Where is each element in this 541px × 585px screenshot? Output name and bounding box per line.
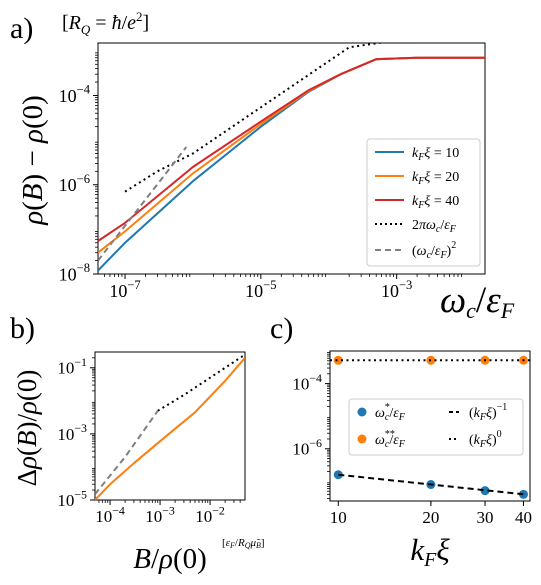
legend-label-kf20: kFξ = 20 [412,170,459,187]
data-point [480,486,490,496]
panel-b-xunit: [εF/RQμ̃B] [222,537,265,550]
x-tick-label: 20 [422,508,439,527]
legend-label-quadratic: (ωc/εF)2 [412,240,456,261]
panel-c-xlabel: kFξ [410,532,450,571]
y-tick-label: 10−4 [292,371,322,394]
panel-b-xlabel: B/ρ(0) [133,543,207,575]
y-tick-label: 10−3 [57,421,87,444]
x-tick-label: 10 [330,508,347,527]
legend-label-linear: 2πωc/εF [412,218,457,235]
x-tick-label: 10−7 [109,278,140,301]
panel-a: a) [RQ = ħ/e2] 10−7 10−5 10−310−810−610−4 … [10,9,515,323]
series-line [98,146,188,262]
panel-a-frame [97,42,486,275]
legend-label-wc-star: ω* c/εF [375,402,406,423]
panel-c-series [330,355,530,499]
panel-c-legend: ω* c/εF ω** c/εF (kFξ)−1 (kFξ)0 [348,398,524,456]
series-line [338,473,524,496]
legend-marker-wc-star [357,407,367,417]
panel-a-series [98,43,485,272]
x-tick-label: 30 [477,508,494,527]
y-tick-label: 10−4 [59,83,91,106]
legend-marker-wc-dstar [357,434,367,444]
panel-c: c) 10 20 30 40 10−6 10−4 kFξ ω* c/εF ω** c/εF (… [270,312,532,571]
x-tick-label: 10−5 [245,278,276,301]
x-tick-label: 40 [515,508,532,527]
legend-label-constant: (kFξ)0 [469,429,502,450]
y-tick-label: 10−6 [292,436,322,459]
series-line [157,353,245,412]
data-point [518,489,528,499]
legend-label-kf10: kFξ = 10 [412,146,459,163]
panel-b-ylabel: Δρ(B)/ρ(0) [12,370,42,487]
x-tick-label: 10−2 [195,503,225,526]
legend-box [348,398,524,456]
data-point [333,355,343,365]
panel-a-legend: kFξ = 10 kFξ = 20 kFξ = 40 2πωc/εF (ωc/ε… [366,138,481,267]
series-line [124,43,386,193]
legend-box [366,138,481,267]
panel-a-ylabel: ρ(B) − ρ(0) [17,95,49,226]
series-line [95,357,245,500]
panel-c-letter: c) [270,312,293,345]
panel-a-title: [RQ = ħ/e2] [62,9,149,37]
panel-a-xlabel: ωc/εF [440,280,515,323]
panel-b-series [95,353,245,500]
y-tick-label: 10−8 [59,261,90,284]
panel-b-letter: b) [10,312,35,345]
x-tick-label: 10−4 [95,503,125,526]
y-tick-label: 10−6 [59,172,90,195]
x-tick-label: 10−3 [145,503,175,526]
panel-b-frame [94,351,246,501]
y-tick-label: 10−5 [57,487,87,510]
y-tick-label: 10−1 [57,355,87,378]
panel-b: b) 10−4 10−3 10−2 10−5 10−3 10−1 Δρ(B)/ρ(0) B… [10,312,265,575]
series-line [98,56,485,242]
data-point [333,470,343,480]
x-tick-label: 10−3 [381,278,412,301]
legend-label-kf40: kFξ = 40 [412,194,459,211]
series-line [95,410,159,495]
panel-c-ticks: 10 20 30 40 10−6 10−4 [292,352,532,527]
legend-label-wc-dstar: ω** c/εF [375,429,406,450]
panel-a-letter: a) [10,12,33,45]
